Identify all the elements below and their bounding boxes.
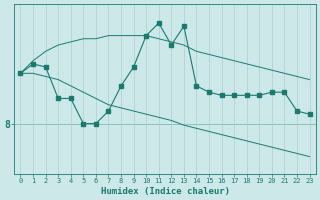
X-axis label: Humidex (Indice chaleur): Humidex (Indice chaleur) bbox=[100, 187, 229, 196]
